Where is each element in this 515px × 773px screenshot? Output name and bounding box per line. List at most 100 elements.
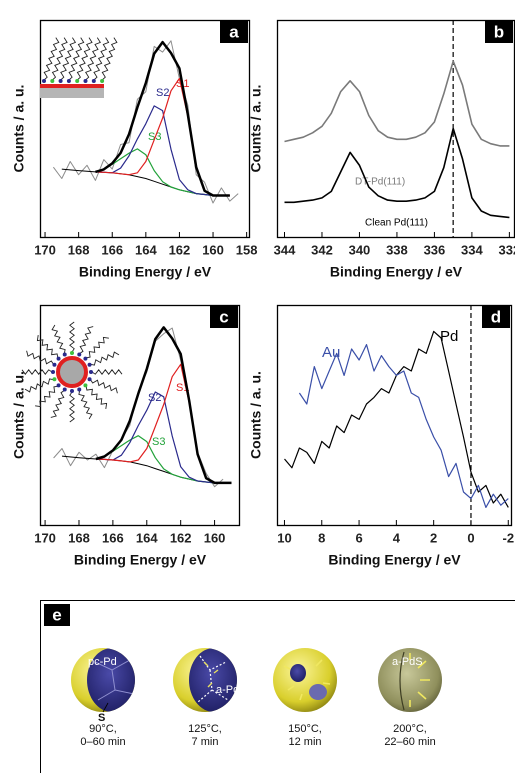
sphere: [273, 648, 337, 712]
particle: [56, 356, 88, 388]
x-tick-label: 166: [101, 242, 123, 257]
x-tick-label: 158: [236, 242, 258, 257]
series-label: S2: [148, 392, 161, 404]
sphere: [71, 648, 135, 713]
anchor: [75, 79, 80, 83]
anchor: [56, 356, 61, 361]
stage-label: pc-Pd: [88, 656, 117, 668]
stage-caption: 22–60 min: [384, 736, 435, 748]
x-tick-label: 8: [318, 530, 325, 545]
series-line: [95, 391, 232, 484]
stage-label: S: [98, 712, 105, 724]
anchor: [58, 79, 63, 83]
x-tick-label: 160: [202, 242, 224, 257]
panel-label: c: [219, 307, 228, 326]
chain: [60, 37, 77, 81]
panel-label: d: [491, 307, 501, 326]
series-line: [53, 327, 224, 488]
stage-caption: 125°C,: [188, 723, 222, 735]
panel: 170 168 166 164 162 160 Binding Energy / eV Cou…: [11, 304, 241, 568]
anchor: [83, 356, 88, 361]
x-tick-label: 2: [430, 530, 437, 545]
series-label: Au: [322, 344, 340, 361]
panel-label: e: [52, 605, 61, 624]
x-tick-label: 164: [136, 530, 158, 545]
x-tick-label: 6: [355, 530, 362, 545]
chain: [35, 385, 58, 408]
anchor: [52, 362, 57, 367]
panel: 344 342 340 338 336 334 332 Binding Energy / eV…: [248, 19, 515, 280]
x-tick-label: 336: [424, 242, 446, 257]
plot-frame: [276, 304, 513, 527]
y-axis-label: Counts / a. u.: [11, 371, 27, 459]
series-line: [52, 40, 239, 204]
chain: [21, 369, 53, 375]
x-tick-label: 340: [349, 242, 371, 257]
anchor: [56, 383, 61, 388]
x-tick-label: 162: [170, 530, 192, 545]
x-tick-label: 10: [277, 530, 291, 545]
stage-caption: 12 min: [288, 736, 321, 748]
stage-caption: 90°C,: [89, 723, 117, 735]
x-tick-label: -2: [502, 530, 514, 545]
stage-label: a-PdS: [392, 656, 423, 668]
chain: [90, 379, 118, 394]
anchor: [66, 79, 71, 83]
chain: [91, 369, 123, 375]
series-label: S3: [152, 436, 165, 448]
chain: [79, 326, 94, 354]
x-tick-label: 4: [393, 530, 401, 545]
x-tick-label: 344: [274, 242, 296, 257]
chain: [24, 378, 54, 393]
chain: [101, 37, 118, 81]
panel-label: b: [494, 22, 504, 41]
x-tick-label: 166: [102, 530, 124, 545]
panel-label-box: [485, 21, 513, 43]
y-axis-label: Counts / a. u.: [248, 371, 264, 459]
panel-label-box: [210, 306, 238, 328]
panel-label-box: [482, 306, 510, 328]
series-line: [284, 60, 510, 147]
anchor: [70, 351, 74, 355]
anchor: [50, 79, 55, 83]
chain: [78, 390, 93, 420]
x-tick-label: 0: [467, 530, 474, 545]
anchor: [62, 387, 67, 392]
x-tick-label: 170: [34, 242, 56, 257]
chain: [93, 37, 110, 81]
anchor: [89, 370, 93, 374]
chain: [43, 37, 60, 81]
x-tick-label: 160: [204, 530, 226, 545]
panel-label-box: [220, 21, 248, 43]
panel-frame: [40, 600, 515, 773]
x-axis-label: Binding Energy / eV: [330, 264, 463, 280]
x-tick-label: 334: [461, 242, 483, 257]
series-label: Clean Pd(111): [365, 218, 428, 229]
x-tick-label: 338: [386, 242, 408, 257]
anchor: [62, 352, 67, 357]
plot-frame: [276, 19, 515, 239]
series-line: [95, 363, 232, 484]
sphere: [173, 648, 237, 712]
chain: [85, 37, 101, 81]
x-axis-label: Binding Energy / eV: [74, 552, 207, 568]
anchor: [77, 387, 82, 392]
series-label: S2: [156, 87, 169, 99]
x-tick-label: 332: [499, 242, 515, 257]
chain: [90, 351, 120, 366]
stage-caption: 200°C,: [393, 723, 427, 735]
anchor: [51, 370, 55, 374]
series-line: [298, 344, 509, 508]
panel-label-box: [44, 604, 70, 626]
sphere: [378, 648, 442, 712]
series-line: [95, 148, 230, 197]
chain: [36, 335, 59, 358]
chain: [69, 391, 75, 423]
x-tick-label: 170: [34, 530, 56, 545]
chain: [51, 37, 68, 81]
series-label: Pd: [440, 328, 458, 345]
substrate: [40, 86, 104, 98]
series-line: [95, 326, 232, 485]
substrate-top: [40, 84, 104, 88]
